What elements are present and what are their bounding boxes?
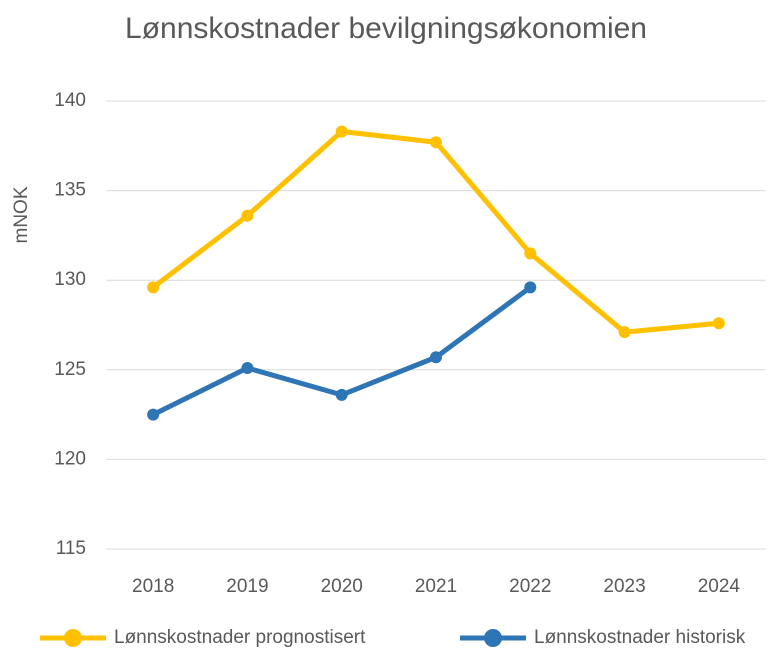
data-point bbox=[712, 317, 725, 330]
legend-marker bbox=[484, 629, 502, 647]
data-point bbox=[430, 351, 442, 364]
data-point bbox=[524, 247, 537, 260]
data-point bbox=[524, 281, 537, 294]
y-axis-label: mNOK bbox=[11, 186, 32, 243]
y-tick-label: 125 bbox=[54, 359, 86, 380]
data-point bbox=[147, 281, 160, 294]
x-tick-label: 2022 bbox=[509, 576, 551, 597]
y-tick-label: 135 bbox=[54, 180, 86, 201]
x-tick-label: 2024 bbox=[698, 576, 741, 597]
legend-label: Lønnskostnader historisk bbox=[534, 627, 746, 648]
y-tick-label: 130 bbox=[54, 269, 86, 290]
x-tick-label: 2018 bbox=[132, 576, 174, 597]
data-point bbox=[430, 136, 442, 149]
data-point bbox=[241, 209, 254, 222]
data-point bbox=[147, 408, 160, 421]
data-point bbox=[335, 388, 348, 401]
x-tick-label: 2023 bbox=[603, 576, 645, 597]
data-point bbox=[241, 362, 254, 375]
legend-label: Lønnskostnader prognostisert bbox=[114, 627, 366, 648]
legend-marker bbox=[64, 629, 82, 647]
data-point bbox=[618, 326, 631, 339]
x-tick-label: 2020 bbox=[321, 576, 363, 597]
y-tick-label: 120 bbox=[54, 448, 86, 469]
x-tick-label: 2019 bbox=[226, 576, 268, 597]
chart-title: Lønnskostnader bevilgningsøkonomien bbox=[125, 12, 647, 45]
x-tick-label: 2021 bbox=[415, 576, 457, 597]
y-tick-label: 140 bbox=[54, 90, 86, 111]
data-point bbox=[335, 125, 348, 138]
y-tick-label: 115 bbox=[56, 538, 86, 559]
